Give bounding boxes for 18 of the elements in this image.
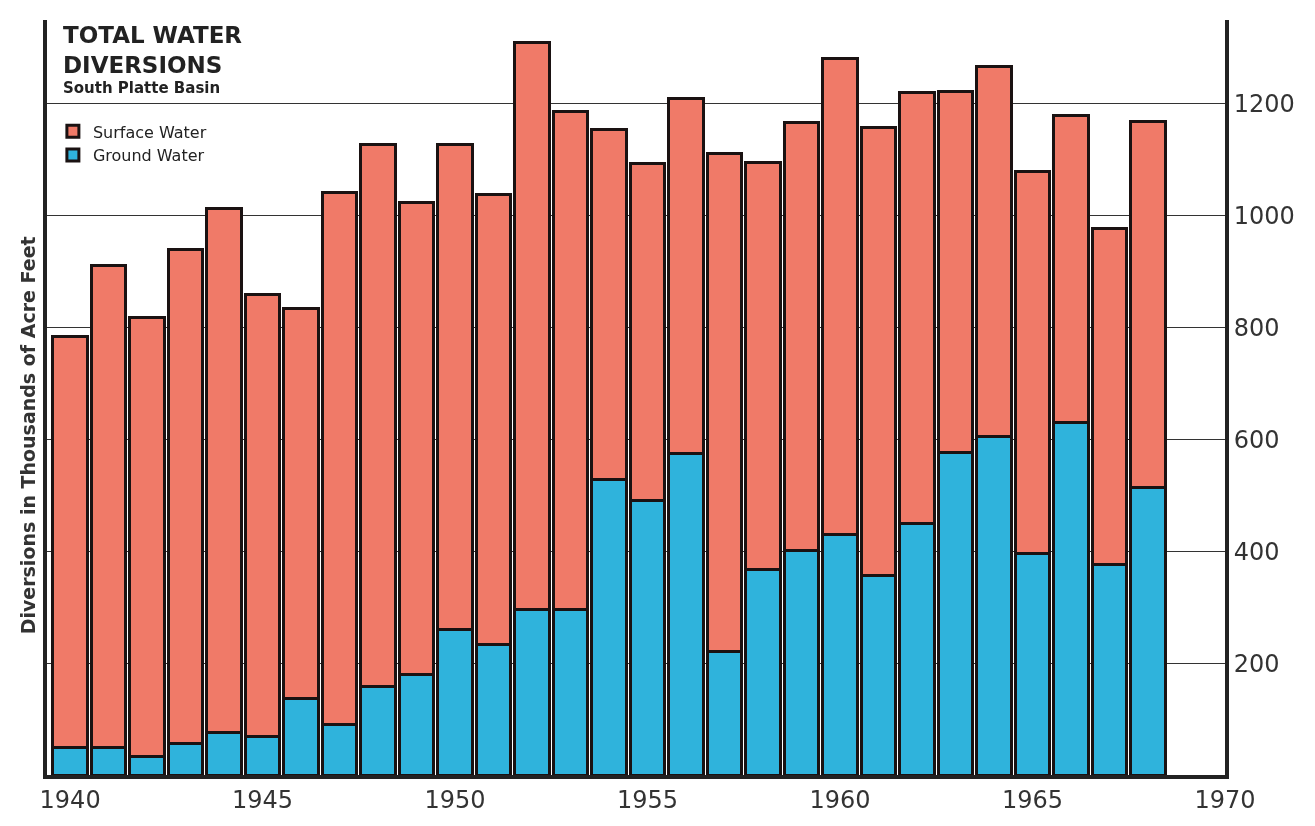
y-tick-label: 800 xyxy=(1233,313,1280,342)
x-tick-label: 1940 xyxy=(39,785,101,814)
x-tick-label: 1970 xyxy=(1194,785,1256,814)
x-tick-label: 1965 xyxy=(1001,785,1064,814)
y-axis-title: Diversions in Thousands of Acre Feet xyxy=(16,236,39,635)
y-tick-label: 1000 xyxy=(1233,202,1295,231)
text: TOTAL WATER DIVERSIONS xyxy=(63,22,243,78)
y-tick-label: 600 xyxy=(1233,425,1280,454)
x-tick-label: 1945 xyxy=(232,785,294,814)
text: South Platte Basin xyxy=(63,79,221,97)
y-tick-label: 400 xyxy=(1233,537,1280,566)
y-tick-label: 1200 xyxy=(1233,90,1295,119)
x-tick-label: 1955 xyxy=(617,785,679,814)
y-tick-label: 200 xyxy=(1233,649,1280,678)
x-tick-label: 1960 xyxy=(809,785,871,814)
legend-label: Surface Water xyxy=(92,122,207,142)
legend-label: Ground Water xyxy=(92,146,205,166)
x-tick-label: 1950 xyxy=(424,785,486,814)
